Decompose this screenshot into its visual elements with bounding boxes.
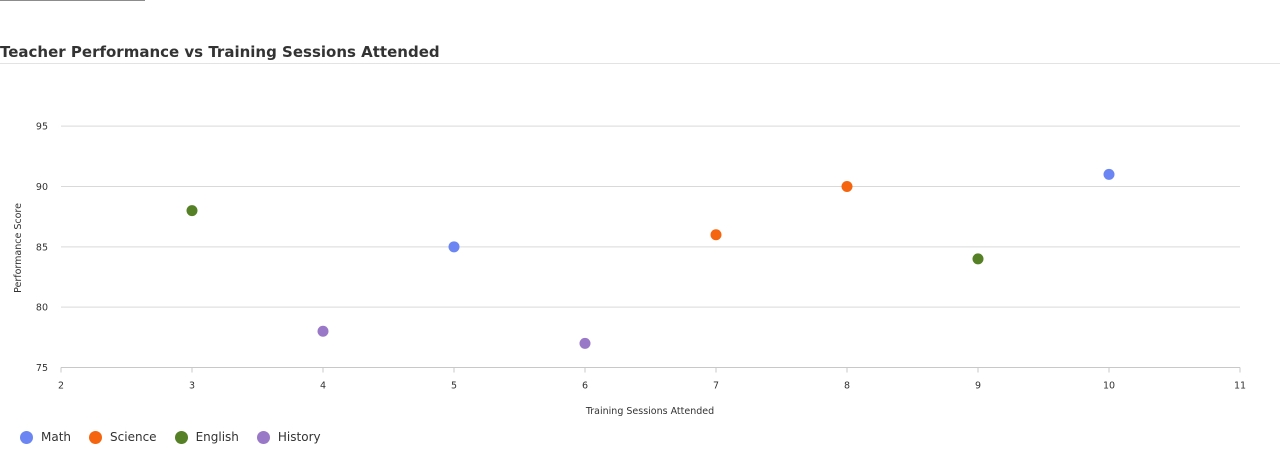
y-tick-label: 80 (36, 303, 48, 314)
x-tick-label: 3 (189, 381, 195, 392)
y-tick-label: 85 (36, 242, 48, 253)
legend-item-history[interactable]: History (256, 430, 321, 444)
legend-swatch-math (20, 430, 33, 444)
x-tick-label: 2 (58, 381, 64, 392)
x-tick-label: 5 (451, 381, 457, 392)
axes: 75 80 85 90 95 2 3 4 5 6 7 8 9 10 11 (36, 122, 1246, 392)
y-tick-label: 90 (36, 182, 48, 193)
scatter-plot: 75 80 85 90 95 2 3 4 5 6 7 8 9 10 11 Training Sessions… (13, 122, 1246, 417)
y-axis-label: Performance Score (13, 203, 24, 293)
point-science (710, 229, 722, 241)
x-tick-label: 11 (1234, 381, 1246, 392)
y-tick-label: 95 (36, 122, 48, 133)
legend-item-science[interactable]: Science (89, 430, 157, 444)
x-tick-label: 7 (713, 381, 719, 392)
x-tick-label: 8 (844, 381, 850, 392)
x-tick-label: 4 (320, 381, 326, 392)
point-history (579, 337, 591, 349)
point-history (317, 325, 329, 337)
x-tick-label: 9 (975, 381, 981, 392)
point-english (186, 205, 198, 217)
x-tick-label: 6 (582, 381, 588, 392)
point-math (448, 241, 460, 253)
legend-label-math: Math (41, 430, 72, 444)
grid-lines (61, 125, 1240, 308)
point-english (972, 253, 984, 265)
point-math (1103, 168, 1115, 180)
title-divider (0, 63, 1280, 64)
legend-swatch-english (174, 430, 188, 444)
legend-swatch-science (89, 430, 103, 444)
legend-item-math[interactable]: Math (20, 430, 71, 444)
chart-title: Teacher Performance vs Training Sessions… (0, 43, 440, 61)
y-tick-label: 75 (36, 363, 48, 374)
x-axis-label: Training Sessions Attended (585, 406, 714, 417)
legend-label-science: Science (110, 430, 157, 444)
legend-swatch-history (256, 430, 270, 444)
legend-label-english: English (195, 430, 239, 444)
legend-label-history: History (277, 430, 321, 444)
x-tick-label: 10 (1103, 381, 1115, 392)
point-science (841, 180, 853, 192)
data-points (186, 168, 1115, 349)
legend-item-english[interactable]: English (174, 430, 239, 444)
legend: Math Science English History (20, 430, 339, 444)
top-divider (0, 0, 145, 1)
